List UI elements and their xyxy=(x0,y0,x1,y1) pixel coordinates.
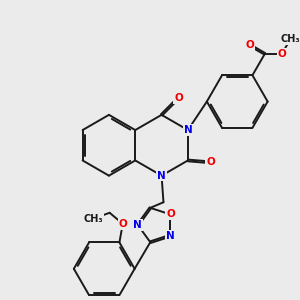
Text: CH₃: CH₃ xyxy=(280,34,300,44)
Text: O: O xyxy=(206,157,215,167)
Text: N: N xyxy=(184,125,192,135)
Text: N: N xyxy=(166,231,175,241)
Text: N: N xyxy=(157,171,166,181)
Text: O: O xyxy=(246,40,254,50)
Text: N: N xyxy=(134,220,142,230)
Text: O: O xyxy=(174,93,183,103)
Text: O: O xyxy=(278,49,286,59)
Text: O: O xyxy=(118,219,127,229)
Text: CH₃: CH₃ xyxy=(84,214,103,224)
Text: O: O xyxy=(166,209,175,219)
